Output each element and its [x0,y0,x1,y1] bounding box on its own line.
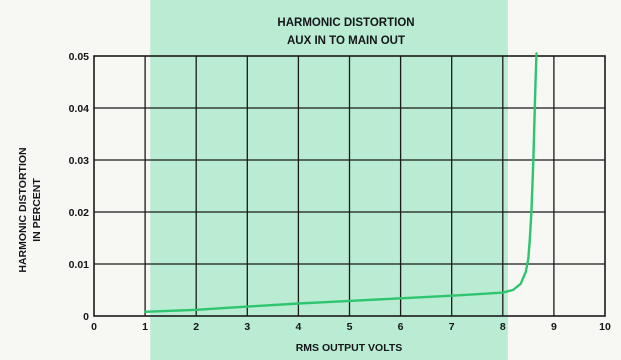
x-tick-label: 1 [142,321,148,333]
y-axis-label-line-1: HARMONIC DISTORTION [17,147,29,272]
x-tick-label: 0 [91,321,97,333]
x-tick-label: 8 [500,321,506,333]
x-tick-labels: 0 1 2 3 4 5 6 7 8 9 10 [91,321,611,333]
y-tick-labels: 0 0.01 0.02 0.03 0.04 0.05 [69,51,90,323]
y-axis-label-line-2: IN PERCENT [31,178,43,242]
y-axis-label: HARMONIC DISTORTION IN PERCENT [17,147,43,272]
x-tick-label: 10 [599,321,611,333]
x-tick-label: 3 [244,321,250,333]
chart-title: HARMONIC DISTORTION [277,17,414,29]
x-tick-label: 5 [347,321,353,333]
y-tick-label: 0.04 [69,103,90,115]
y-tick-label: 0.03 [69,155,90,167]
x-tick-label: 6 [398,321,404,333]
x-tick-label: 7 [449,321,455,333]
y-tick-label: 0 [83,311,89,323]
chart-subtitle: AUX IN TO MAIN OUT [287,35,405,47]
x-tick-label: 2 [193,321,199,333]
x-tick-label: 4 [295,321,301,333]
y-tick-label: 0.01 [69,259,90,271]
distortion-curve [143,52,538,313]
highlight-band [150,0,508,360]
x-axis-label: RMS OUTPUT VOLTS [296,342,403,354]
plot-frame [93,55,606,317]
x-tick-label: 9 [551,321,557,333]
y-tick-label: 0.05 [69,51,90,63]
grid-lines [94,56,605,316]
y-tick-label: 0.02 [69,207,90,219]
